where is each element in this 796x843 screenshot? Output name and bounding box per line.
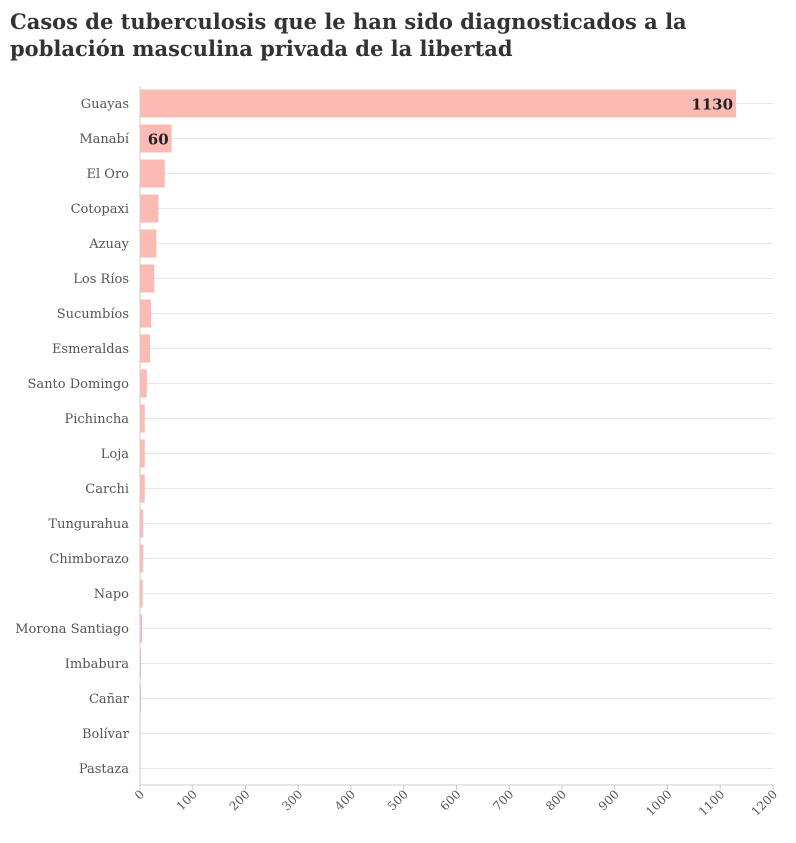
category-label: Manabí	[79, 132, 130, 147]
x-tick-label: 0	[132, 787, 147, 802]
x-tick-label: 100	[174, 787, 200, 813]
category-label: Loja	[101, 447, 129, 462]
bar-tungurahua	[140, 509, 144, 538]
x-tick-label: 800	[543, 787, 569, 813]
category-label: Cañar	[89, 692, 130, 707]
category-label: Guayas	[81, 97, 129, 112]
category-label: Santo Domingo	[28, 377, 130, 392]
bar-carchi	[140, 474, 145, 503]
category-label: Pichincha	[65, 412, 130, 427]
category-label: Carchi	[85, 482, 129, 497]
bar-morona-santiago	[140, 614, 143, 643]
category-label: Azuay	[88, 237, 129, 252]
category-label: Chimborazo	[49, 552, 129, 567]
category-label: Morona Santiago	[15, 622, 129, 637]
category-label: Sucumbíos	[57, 307, 129, 322]
bar-imbabura	[140, 649, 142, 678]
bar-el-oro	[140, 159, 165, 188]
x-tick-label: 700	[490, 787, 516, 813]
category-label: Tungurahua	[48, 517, 129, 532]
data-labels: 1130 60	[148, 96, 733, 149]
category-label: Pastaza	[79, 762, 129, 777]
bar-manabí	[140, 124, 172, 153]
bar-sucumbíos	[140, 299, 152, 328]
bar-loja	[140, 439, 145, 468]
category-label: Bolívar	[82, 727, 130, 742]
bar-azuay	[140, 229, 157, 258]
category-label: Imbabura	[65, 657, 129, 672]
bar-los-ríos	[140, 264, 155, 293]
x-tick-label: 1200	[749, 787, 780, 818]
gridlines	[140, 103, 773, 769]
bar-guayas	[140, 89, 737, 118]
category-labels: Guayas Manabí El Oro Cotopaxi Azuay Los Ríos S…	[15, 97, 130, 777]
x-tick-label: 600	[438, 787, 464, 813]
category-label: Napo	[94, 587, 129, 602]
bars	[140, 89, 737, 748]
category-label: El Oro	[87, 167, 130, 182]
x-tick-label: 300	[279, 787, 305, 813]
bar-napo	[140, 579, 143, 608]
data-label-guayas: 1130	[691, 96, 733, 114]
x-tick-label: 500	[385, 787, 411, 813]
data-label-manabí: 60	[148, 131, 169, 149]
bar-chimborazo	[140, 544, 144, 573]
bar-pichincha	[140, 404, 145, 433]
bar-cañar	[140, 684, 142, 713]
x-tick-label: 1000	[643, 787, 674, 818]
chart-title: Casos de tuberculosis que le han sido di…	[10, 9, 687, 61]
category-label: Cotopaxi	[71, 202, 129, 217]
x-axis: 0 100 200 300 400 500 600 700 800 900 1000 1100 1200	[132, 86, 780, 819]
bar-santo-domingo	[140, 369, 147, 398]
x-tick-label: 200	[227, 787, 253, 813]
x-tick-label: 400	[332, 787, 358, 813]
bar-esmeraldas	[140, 334, 151, 363]
category-label: Esmeraldas	[52, 342, 129, 357]
x-tick-label: 900	[596, 787, 622, 813]
category-label: Los Ríos	[73, 272, 129, 287]
x-tick-label: 1100	[696, 787, 727, 818]
bar-cotopaxi	[140, 194, 159, 223]
